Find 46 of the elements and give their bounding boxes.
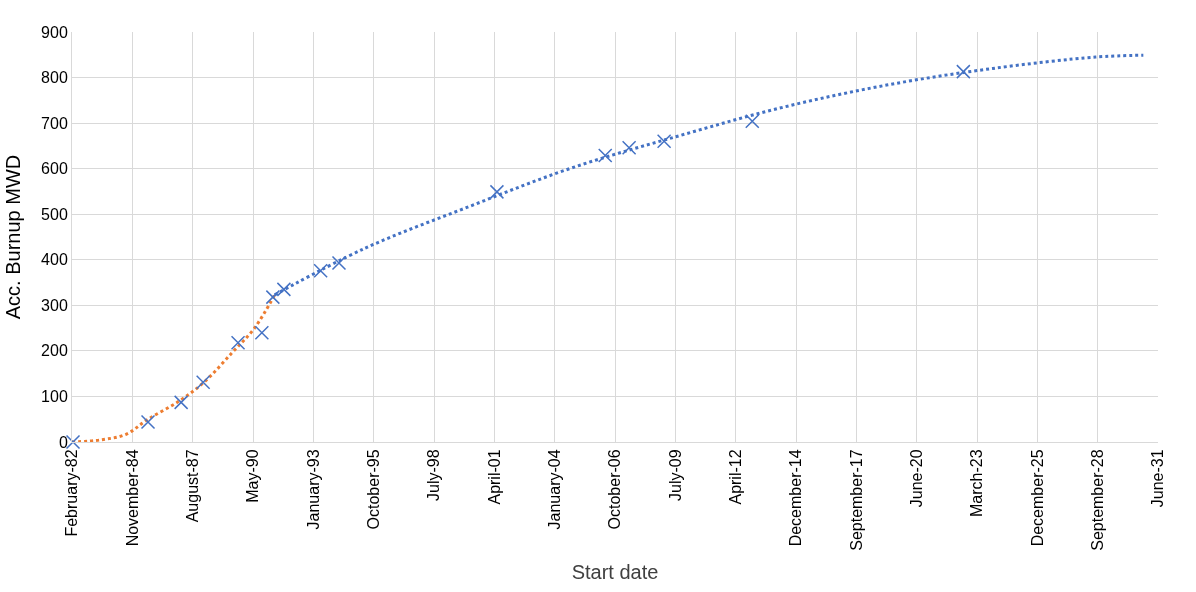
point: [313, 263, 328, 278]
point: [331, 255, 347, 271]
y-tick-label: 800: [41, 69, 68, 87]
x-tick-label: November-84: [123, 449, 141, 547]
y-tick-label: 200: [41, 342, 68, 360]
y-tick-label: 0: [58, 433, 68, 451]
y-tick-label: 700: [41, 114, 68, 132]
y-tick-label: 600: [41, 160, 68, 178]
y-tick-label: 900: [41, 23, 68, 41]
x-tick-label: September-28: [1088, 449, 1106, 551]
y-tick-label: 300: [41, 296, 68, 314]
point: [254, 325, 270, 340]
x-tick-label: December-25: [1028, 449, 1046, 547]
x-tick-label: September-17: [847, 449, 865, 551]
x-tick-label: July-09: [666, 449, 684, 501]
point: [656, 134, 672, 149]
y-axis-title: Acc. Burnup MWD: [1, 154, 24, 320]
point: [597, 148, 613, 163]
point: [265, 289, 281, 305]
x-tick-label: April-01: [485, 449, 503, 505]
x-tick-label: March-23: [968, 449, 986, 517]
point: [956, 64, 971, 79]
x-tick-label: June-20: [907, 449, 925, 508]
x-tick-label: December-14: [787, 449, 805, 547]
point: [195, 375, 211, 390]
point: [276, 282, 292, 297]
x-tick-label: May-90: [244, 449, 262, 503]
x-tick-label: January-93: [304, 449, 322, 530]
point: [745, 114, 760, 129]
x-tick-label: February-82: [63, 449, 81, 537]
point: [230, 335, 246, 350]
point: [621, 140, 637, 155]
x-tick-label: October-95: [364, 449, 382, 530]
x-tick-label: October-06: [606, 449, 624, 530]
x-tick-label: January-04: [545, 449, 563, 530]
y-tick-label: 400: [41, 251, 68, 269]
point: [140, 414, 156, 430]
x-tick-label: July-98: [425, 449, 443, 501]
point: [173, 395, 189, 410]
x-tick-label: April-12: [726, 449, 744, 505]
point: [489, 184, 505, 200]
y-tick-label: 500: [41, 205, 68, 223]
y-tick-label: 100: [41, 388, 68, 406]
x-tick-label: August-87: [183, 449, 201, 523]
x-axis-title: Start date: [571, 561, 659, 584]
x-tick-label: June-31: [1149, 449, 1167, 508]
